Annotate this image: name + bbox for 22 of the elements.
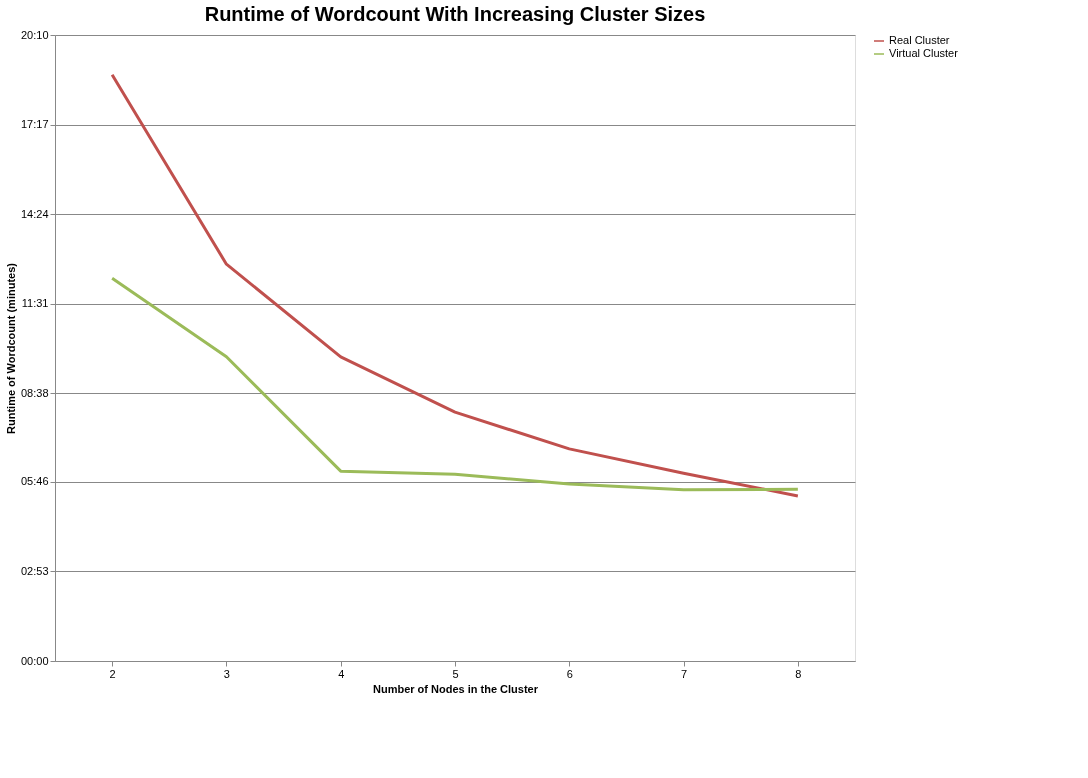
- y-tick-label: 14:24: [20, 207, 49, 220]
- x-axis-title: Number of Nodes in the Cluster: [372, 682, 539, 695]
- line-series: [110, 276, 800, 492]
- x-tick-label: 4: [338, 667, 345, 680]
- x-tick-label: 8: [795, 667, 802, 680]
- y-tick-label: 11:31: [21, 297, 49, 310]
- chart-title: Runtime of Wordcount With Increasing Cluster Sizes: [204, 3, 706, 25]
- y-tick-label: 17:17: [20, 118, 49, 130]
- y-tick-label: 08:38: [20, 386, 49, 399]
- legend-label: Virtual Cluster: [889, 47, 959, 59]
- x-tick-label: 5: [452, 667, 459, 680]
- y-tick-label: 20:10: [20, 28, 49, 41]
- y-axis-title: Runtime of Wordcount (minutes): [4, 262, 17, 434]
- x-tick-label: 6: [566, 667, 573, 680]
- line-series: [110, 73, 800, 498]
- x-tick-label: 3: [223, 667, 230, 680]
- y-tick-label: 00:00: [20, 654, 49, 667]
- y-tick-label: 05:46: [20, 475, 49, 488]
- legend-label: Real Cluster: [889, 34, 950, 46]
- x-tick-label: 7: [681, 667, 688, 680]
- y-tick-label: 02:53: [20, 565, 49, 577]
- x-tick-label: 2: [109, 667, 116, 680]
